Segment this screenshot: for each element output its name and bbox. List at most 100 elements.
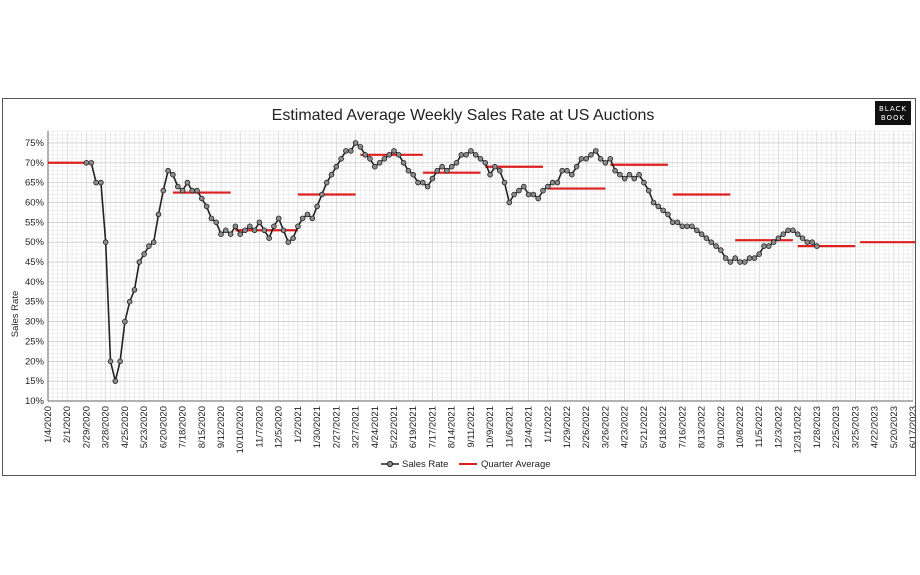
x-tick-label: 5/20/2023	[889, 406, 900, 448]
x-tick-label: 3/26/2022	[600, 406, 611, 448]
sales-rate-point	[799, 235, 806, 242]
sales-rate-point	[102, 239, 109, 246]
logo-box	[875, 101, 911, 125]
sales-rate-point	[251, 227, 258, 234]
sales-rate-point	[689, 223, 695, 230]
x-tick-label: 6/20/2020	[158, 406, 169, 448]
x-tick-label: 10/10/2020	[235, 406, 246, 454]
chart-frame: Estimated Average Weekly Sales Rate at U…	[2, 98, 916, 476]
sales-rate-point	[280, 227, 287, 234]
x-tick-label: 3/28/2020	[101, 406, 112, 448]
sales-rate-point	[655, 203, 662, 210]
sales-rate-point	[189, 187, 196, 194]
sales-rate-point	[179, 187, 186, 194]
sales-rate-point	[131, 287, 138, 293]
sales-rate-point	[323, 179, 330, 186]
sales-rate-point	[328, 171, 335, 178]
x-tick-label: 1/28/2023	[812, 406, 823, 448]
sales-rate-point	[722, 255, 729, 261]
sales-rate-point	[247, 223, 253, 230]
x-tick-label: 2/25/2023	[831, 406, 842, 448]
sales-rate-point	[636, 171, 642, 178]
sales-rate-point	[371, 163, 378, 170]
y-tick-label: 20%	[25, 356, 45, 367]
sales-rate-point	[386, 151, 393, 158]
y-axis-label: Sales Rate	[10, 291, 21, 337]
sales-rate-point	[223, 227, 229, 234]
x-tick-label: 4/24/2021	[370, 406, 381, 448]
sales-rate-point	[107, 358, 114, 365]
sales-rate-point	[578, 155, 585, 162]
y-tick-label: 15%	[25, 376, 45, 387]
sales-rate-point	[165, 167, 171, 174]
sales-rate-point	[117, 358, 123, 365]
sales-rate-point	[333, 163, 340, 170]
sales-rate-point	[155, 211, 162, 218]
sales-rate-point	[424, 183, 431, 190]
sales-rate-point	[290, 235, 296, 242]
sales-rate-point	[770, 239, 777, 246]
y-tick-label: 70%	[25, 158, 45, 169]
sales-rate-point	[275, 215, 282, 222]
sales-rate-point	[535, 195, 541, 202]
legend-sales-rate-marker	[386, 460, 394, 468]
sales-rate-point	[309, 215, 316, 222]
sales-rate-point	[285, 239, 292, 246]
sales-rate-point	[376, 159, 383, 166]
y-tick-label: 35%	[25, 297, 45, 308]
sales-rate-point	[448, 163, 455, 170]
sales-rate-point	[665, 211, 671, 218]
sales-rate-point	[256, 219, 263, 226]
sales-rate-point	[790, 227, 796, 234]
sales-rate-point	[756, 251, 762, 257]
x-tick-label: 10/9/2021	[485, 406, 496, 448]
x-tick-label: 3/25/2023	[850, 406, 861, 448]
sales-rate-point	[319, 191, 325, 198]
sales-rate-point	[242, 227, 248, 234]
x-tick-label: 5/23/2020	[139, 406, 150, 448]
sales-rate-point	[540, 187, 546, 194]
sales-rate-point	[544, 183, 551, 190]
sales-rate-point	[645, 187, 652, 194]
grid	[47, 130, 914, 402]
sales-rate-point	[362, 151, 369, 158]
sales-rate-point	[568, 171, 575, 178]
sales-rate-point	[93, 179, 99, 186]
sales-rate-point	[761, 243, 767, 249]
x-tick-label: 2/26/2022	[581, 406, 592, 448]
sales-rate-point	[477, 155, 484, 162]
x-tick-label: 1/1/2022	[543, 406, 554, 443]
sales-rate-point	[607, 155, 614, 162]
x-tick-label: 5/22/2021	[389, 406, 400, 448]
sales-rate-point	[126, 298, 133, 305]
x-tick-label: 8/14/2021	[447, 406, 458, 448]
x-tick-label: 5/21/2022	[639, 406, 650, 448]
sales-rate-point	[506, 199, 513, 206]
sales-rate-point	[232, 223, 239, 230]
sales-rate-point	[732, 255, 738, 261]
sales-rate-point	[501, 179, 508, 186]
x-tick-label: 10/8/2022	[735, 406, 746, 448]
sales-rate-point	[698, 231, 705, 238]
sales-rate-point	[415, 179, 421, 186]
sales-rate-point	[520, 183, 527, 190]
sales-rate-point	[271, 223, 277, 230]
logo-line-1: BLACK	[879, 105, 907, 113]
sales-rate-point	[746, 255, 753, 261]
sales-rate-point	[549, 179, 556, 186]
sales-rate-point	[679, 223, 686, 230]
x-tick-label: 9/11/2021	[466, 406, 477, 448]
line-chart: Estimated Average Weekly Sales Rate at U…	[10, 101, 915, 470]
sales-rate-point	[88, 159, 95, 166]
sales-rate-point	[405, 167, 412, 174]
sales-rate-point	[621, 175, 628, 182]
sales-rate-series	[83, 140, 820, 384]
legend-sales-rate-label: Sales Rate	[402, 459, 448, 470]
sales-rate-point	[343, 148, 349, 154]
sales-rate-point	[597, 155, 604, 162]
x-tick-label: 12/31/2022	[793, 406, 804, 454]
sales-rate-point	[511, 191, 517, 198]
sales-rate-point	[381, 155, 388, 162]
sales-rate-point	[472, 151, 479, 158]
chart-title: Estimated Average Weekly Sales Rate at U…	[272, 107, 655, 124]
